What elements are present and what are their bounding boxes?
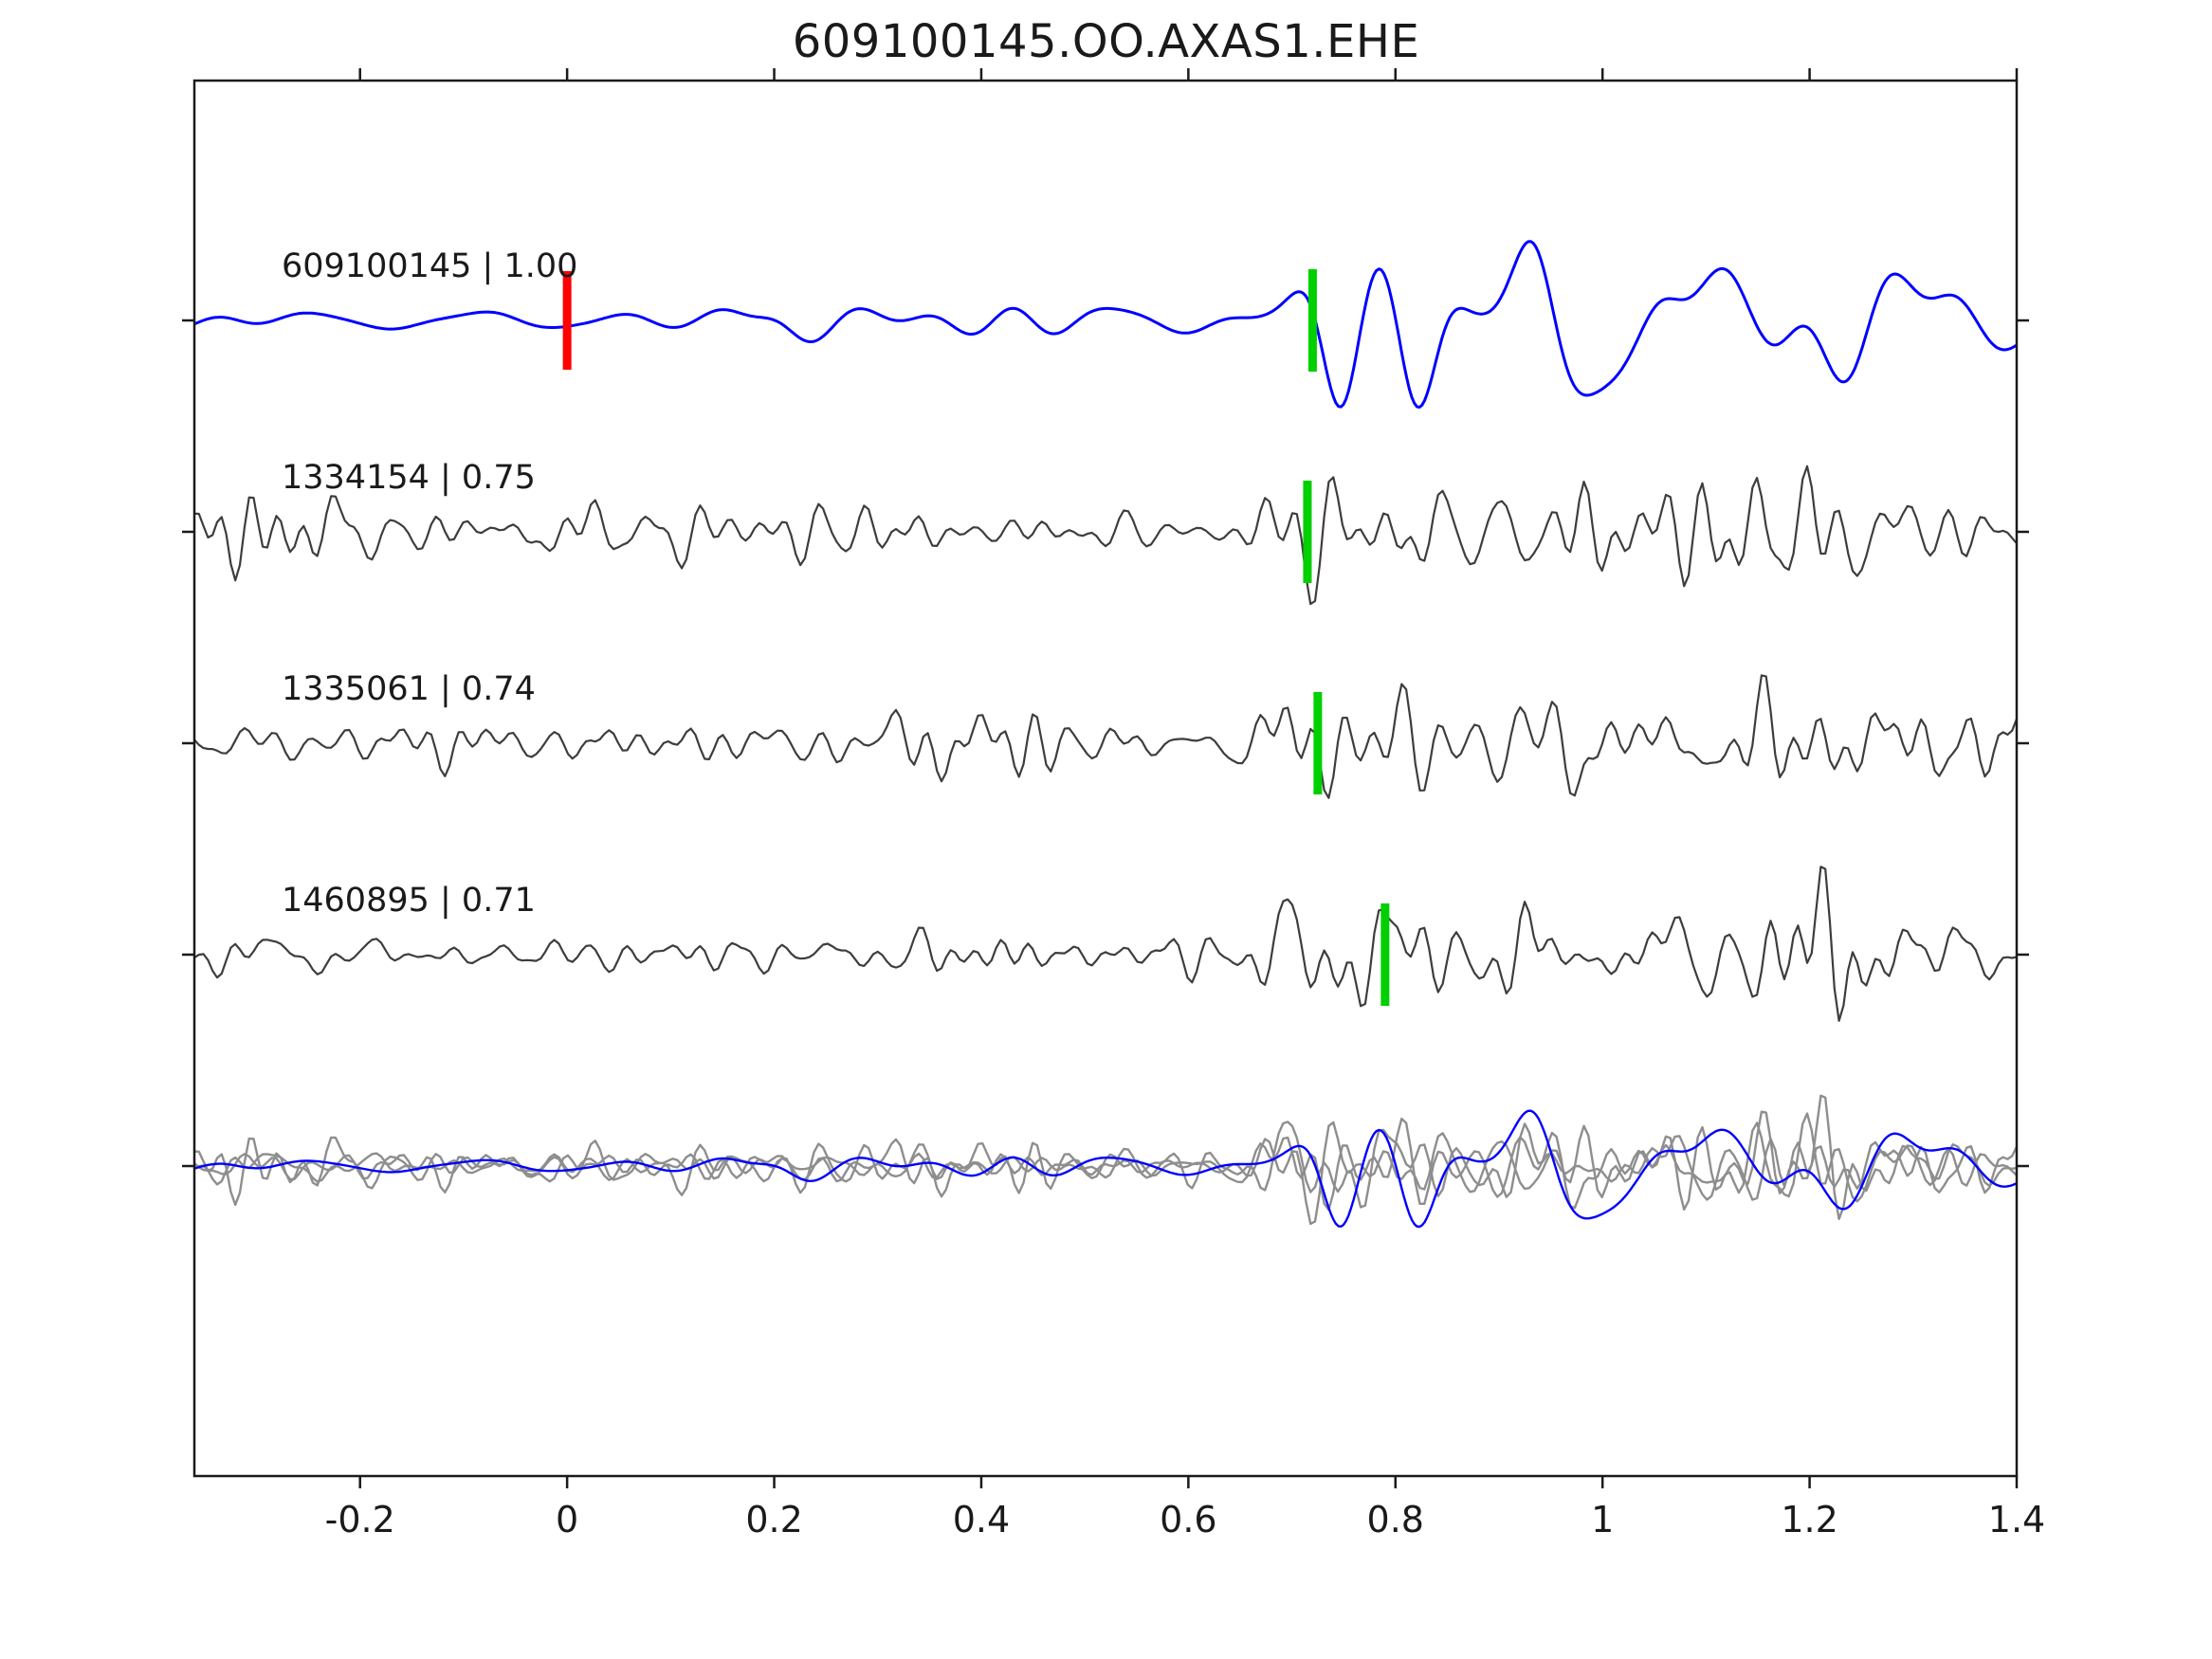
overlay-trace-609100145	[194, 1109, 2017, 1229]
trace-label-1460895: 1460895 | 0.71	[282, 882, 536, 920]
trace-label-1334154: 1334154 | 0.75	[282, 459, 536, 497]
detection-trace-1460895	[194, 866, 2017, 1022]
x-tick-label: -0.2	[325, 1499, 395, 1540]
overlay-trace-1334154	[194, 1112, 2017, 1226]
x-tick-label: 0.8	[1367, 1499, 1424, 1540]
figure-title: 609100145.OO.AXAS1.EHE	[792, 15, 1420, 68]
detection-trace-1334154	[194, 465, 2017, 606]
x-tick-label: 0.4	[953, 1499, 1010, 1540]
x-tick-label: 1.4	[1988, 1499, 2045, 1540]
x-tick-label: 1.2	[1781, 1499, 1837, 1540]
x-tick-label: 0	[556, 1499, 578, 1540]
axes-border	[192, 79, 2019, 1478]
overlay-trace-1335061	[194, 1110, 2017, 1212]
x-tick-label: 1	[1591, 1499, 1614, 1540]
trace-label-609100145: 609100145 | 1.00	[282, 247, 577, 285]
template-trace-609100145	[194, 240, 2017, 410]
x-tick-label: 0.6	[1160, 1499, 1216, 1540]
x-tick-label: 0.2	[745, 1499, 802, 1540]
traces-layer	[194, 240, 2017, 1229]
trace-label-1335061: 1335061 | 0.74	[282, 670, 536, 708]
detection-trace-1335061	[194, 674, 2017, 799]
